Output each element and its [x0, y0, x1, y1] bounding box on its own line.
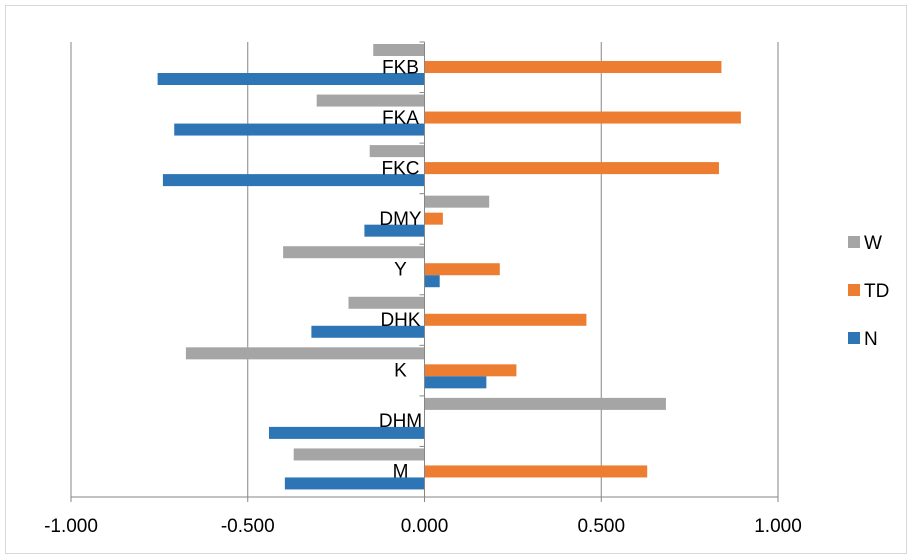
bar-td-y: [424, 263, 500, 276]
bar-n-dhm: [268, 426, 425, 439]
bar-td-dhk: [424, 313, 587, 326]
legend-label-n: N: [864, 329, 878, 350]
bar-w-fkc: [369, 145, 425, 158]
x-tick-labels: -1.000 -0.500 0.000 0.500 1.000: [44, 516, 802, 537]
category-label-fka: FKA: [382, 108, 419, 129]
bar-w-dhk: [348, 296, 425, 309]
category-label-k: K: [394, 361, 407, 382]
legend: W TD N: [848, 233, 889, 350]
bar-n-fka: [174, 123, 425, 136]
category-label-fkc: FKC: [382, 158, 420, 179]
category-label-y: Y: [394, 260, 407, 281]
category-label-dhm: DHM: [379, 411, 422, 432]
bar-w-y: [283, 246, 425, 259]
chart-frame: [5, 5, 907, 554]
bar-td-fkc: [424, 162, 719, 175]
bar-td-dmy: [424, 212, 443, 225]
bar-td-fkb: [424, 61, 722, 73]
bar-n-dmy: [364, 224, 425, 237]
category-labels: FKB FKA FKC DMY Y DHK K DHM M: [379, 57, 422, 482]
x-tick-label--1.000: -1.000: [44, 516, 98, 537]
category-label-dhk: DHK: [380, 310, 420, 331]
legend-swatch-w: [848, 236, 860, 248]
bar-td-m: [424, 465, 648, 478]
x-tick-label--0.500: -0.500: [221, 516, 275, 537]
x-tick-label-0.000: 0.000: [401, 516, 449, 537]
bar-n-fkc: [162, 174, 425, 187]
bar-w-fka: [316, 94, 425, 107]
bar-w-dhm: [424, 397, 666, 410]
bar-w-m: [293, 448, 425, 461]
legend-label-td: TD: [864, 281, 889, 302]
bar-w-k: [185, 347, 425, 360]
bar-n-y: [424, 275, 440, 288]
bar-td-fka: [424, 111, 741, 124]
legend-swatch-n: [848, 332, 860, 344]
category-label-fkb: FKB: [382, 57, 419, 78]
axes: [70, 41, 779, 502]
bar-w-fkb: [373, 44, 425, 56]
bars: [157, 44, 741, 490]
x-tick-label-1.000: 1.000: [754, 516, 802, 537]
x-tick-label-0.500: 0.500: [577, 516, 625, 537]
bar-td-k: [424, 364, 517, 377]
bar-n-fkb: [157, 73, 425, 85]
legend-label-w: W: [864, 233, 882, 254]
bar-w-dmy: [424, 195, 490, 208]
legend-swatch-td: [848, 284, 860, 296]
bar-n-m: [284, 477, 425, 490]
category-label-m: M: [393, 462, 409, 483]
bar-n-dhk: [311, 325, 425, 338]
category-label-dmy: DMY: [379, 209, 422, 230]
bar-n-k: [424, 376, 487, 389]
